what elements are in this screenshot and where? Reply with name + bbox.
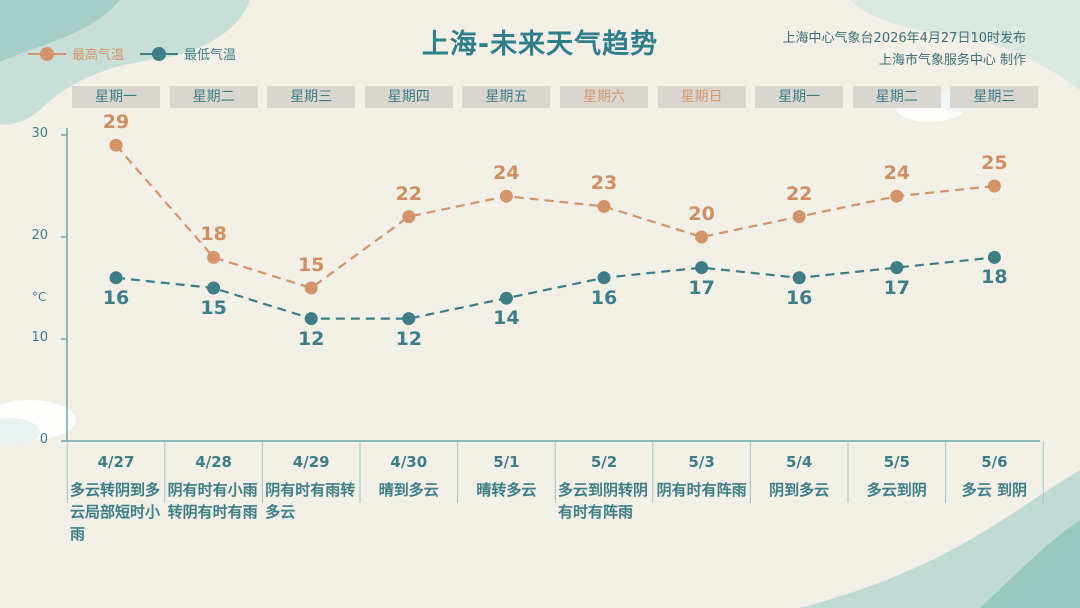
legend-low-label: 最低气温 [184, 48, 237, 63]
high-temp-point [987, 179, 1001, 193]
low-temp-label: 17 [883, 276, 911, 299]
weekday-label: 星期一 [755, 86, 844, 108]
weekday-label: 星期日 [657, 86, 746, 108]
high-temp-point [109, 138, 123, 152]
forecast-weather: 多云到阴转阴有时有阵雨 [558, 481, 649, 521]
issuer-line-2: 上海市气象服务中心 制作 [878, 53, 1026, 68]
high-temp-point [402, 210, 416, 224]
y-axis-unit: °C [32, 290, 47, 304]
low-temp-point [890, 261, 904, 275]
forecast-weather: 阴有时有小雨转阴有时有雨 [167, 481, 258, 521]
high-temp-label: 22 [395, 182, 423, 205]
weekday-label: 星期二 [169, 86, 258, 108]
low-temp-label: 16 [102, 286, 130, 309]
weekday-label: 星期一 [72, 86, 160, 108]
low-temp-line [115, 256, 995, 320]
forecast-weather: 多云转阴到多云局部短时小雨 [70, 481, 161, 543]
high-temp-label: 15 [297, 254, 325, 276]
low-temp-label: 17 [688, 276, 715, 299]
forecast-weather: 晴到多云 [378, 481, 439, 499]
low-temp-point [597, 271, 611, 285]
low-temp-label: 16 [785, 286, 813, 309]
high-temp-label: 23 [590, 172, 618, 195]
high-temp-label: 25 [981, 152, 1008, 174]
legend-high-label: 最高气温 [72, 48, 125, 63]
high-temp-point [792, 210, 806, 224]
forecast-weather: 多云到阴 [866, 481, 927, 499]
low-temp-label: 15 [200, 297, 227, 319]
forecast-date: 5/4 [786, 453, 813, 471]
high-temp-label: 24 [883, 162, 911, 185]
low-temp-point [109, 271, 123, 285]
legend-item-high: 最高气温 [28, 44, 124, 63]
low-temp-point [304, 312, 318, 326]
weekday-label: 星期四 [364, 86, 453, 108]
high-temp-label: 18 [200, 223, 227, 246]
high-temp-label: 20 [688, 203, 715, 225]
high-temp-line [115, 144, 995, 290]
high-temp-point [207, 250, 221, 264]
forecast-date: 5/2 [590, 453, 618, 471]
forecast-weather: 多云 到阴 [961, 481, 1027, 499]
weekday-label: 星期三 [950, 86, 1039, 108]
forecast-date: 4/29 [292, 453, 330, 471]
forecast-date: 5/3 [688, 453, 715, 471]
high-temp-point [695, 230, 709, 244]
low-temp-label: 18 [981, 266, 1008, 289]
y-tick-label: 20 [31, 228, 48, 243]
chart-legend: 最高气温 最低气温 [28, 44, 236, 63]
y-tick-label: 10 [31, 330, 48, 345]
high-temp-label: 24 [493, 162, 520, 185]
high-temp-point [890, 189, 904, 203]
issuer-info: 上海中心气象台2026年4月27日10时发布 上海市气象服务中心 制作 [783, 28, 1026, 72]
high-temp-point [304, 281, 318, 295]
low-temp-point [499, 291, 513, 305]
y-tick-label: 0 [39, 432, 48, 447]
page-title: 上海-未来天气趋势 [421, 29, 659, 60]
forecast-weather: 阴到多云 [769, 481, 830, 499]
low-temp-point [207, 281, 221, 295]
high-temp-point [499, 189, 513, 203]
forecast-date: 5/6 [981, 453, 1008, 471]
weekday-label: 星期六 [560, 86, 648, 108]
legend-low-marker [140, 46, 179, 61]
forecast-weather: 晴转多云 [476, 481, 537, 499]
forecast-date: 4/30 [390, 453, 428, 471]
forecast-date: 5/1 [493, 453, 520, 471]
y-tick-label: 30 [31, 126, 48, 141]
low-temp-label: 16 [590, 286, 618, 309]
high-temp-label: 22 [785, 182, 813, 205]
forecast-weather: 阴有时有阵雨 [656, 481, 747, 499]
low-temp-label: 12 [297, 327, 325, 350]
weekday-label: 星期五 [462, 86, 551, 108]
forecast-date: 4/27 [97, 453, 135, 471]
low-temp-point [792, 271, 806, 285]
issuer-line-1: 上海中心气象台2026年4月27日10时发布 [782, 31, 1026, 46]
low-temp-label: 12 [395, 327, 423, 350]
low-temp-point [695, 261, 709, 275]
legend-high-marker [28, 46, 66, 61]
forecast-date: 4/28 [195, 453, 232, 471]
weekday-label: 星期三 [267, 86, 356, 108]
forecast-date: 5/5 [883, 453, 910, 471]
forecast-weather: 阴有时有雨转多云 [265, 481, 356, 521]
high-temp-label: 29 [102, 111, 130, 134]
weekday-label: 星期二 [852, 86, 941, 108]
low-temp-point [402, 312, 416, 326]
legend-item-low: 最低气温 [140, 44, 236, 63]
low-temp-label: 14 [493, 307, 520, 330]
low-temp-point [987, 250, 1001, 264]
high-temp-point [597, 199, 611, 213]
